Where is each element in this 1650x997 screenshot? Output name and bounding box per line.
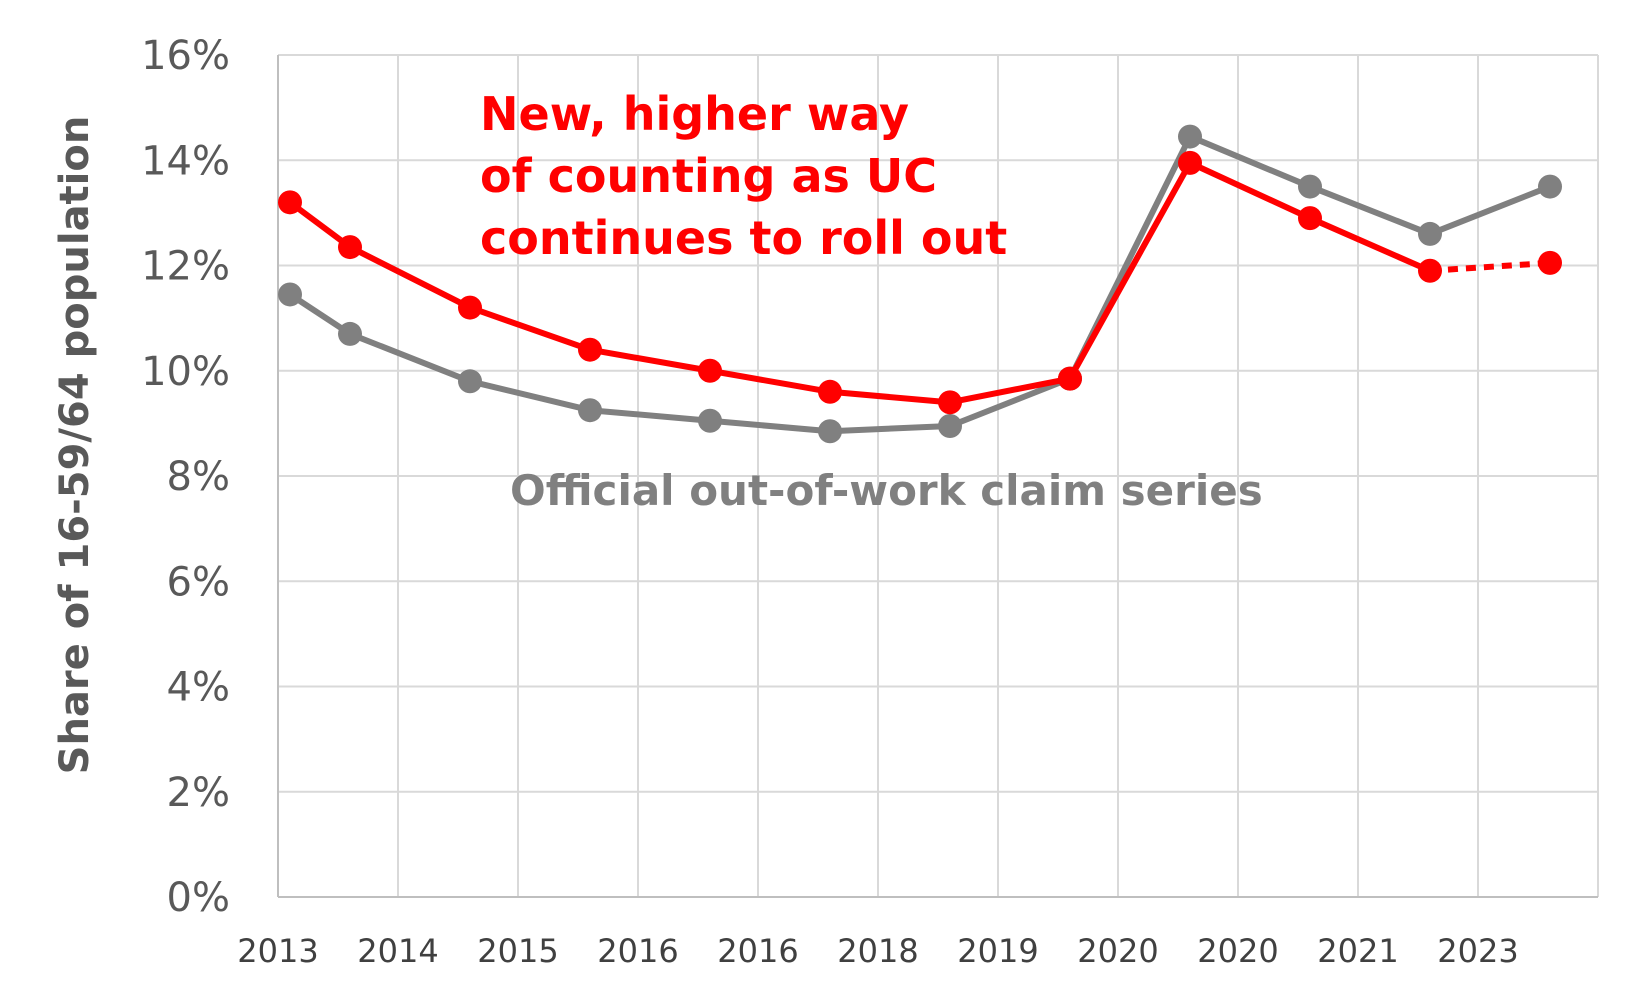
y-tick-label: 8%: [167, 454, 230, 500]
data-point: [338, 321, 362, 346]
x-tick-label: 2018: [837, 932, 918, 970]
data-point: [458, 369, 482, 394]
x-tick-label: 2023: [1437, 932, 1518, 970]
x-tick-label: 2021: [1317, 932, 1398, 970]
x-tick-label: 2014: [357, 932, 438, 970]
data-point: [698, 358, 722, 383]
data-point: [938, 414, 962, 439]
data-point: [1298, 174, 1322, 199]
axes: [277, 55, 1598, 898]
data-point: [698, 408, 722, 433]
data-point: [1538, 250, 1562, 275]
red-series-annotation-line-1: New, higher way: [480, 87, 909, 141]
data-point: [938, 390, 962, 415]
x-tick-label: 2013: [237, 932, 318, 970]
y-tick-label: 14%: [141, 138, 230, 184]
series-line: [288, 133, 1552, 435]
data-point: [1178, 150, 1202, 175]
red-series-annotation-line-2: of counting as UC: [480, 149, 937, 203]
y-tick-label: 12%: [141, 244, 230, 290]
y-tick-label: 0%: [167, 875, 230, 921]
data-point: [1058, 366, 1082, 391]
data-point: [338, 235, 362, 260]
data-point: [578, 398, 602, 423]
series-grey: [278, 124, 1562, 444]
x-tick-label: 2019: [957, 932, 1038, 970]
data-point: [578, 337, 602, 362]
series-red: [278, 150, 1562, 415]
data-point: [1418, 221, 1442, 246]
x-tick-label: 2015: [477, 932, 558, 970]
x-tick-label: 2016: [717, 932, 798, 970]
y-axis-title: Share of 16-59/64 population: [52, 116, 98, 775]
y-tick-label: 2%: [167, 770, 230, 816]
data-point: [1298, 206, 1322, 231]
data-point: [1418, 258, 1442, 283]
grey-series-annotation: Official out-of-work claim series: [510, 466, 1263, 515]
data-point: [278, 190, 302, 215]
series-lines: [278, 124, 1562, 444]
x-tick-label: 2016: [597, 932, 678, 970]
data-point: [458, 295, 482, 320]
data-point: [818, 379, 842, 404]
y-tick-label: 10%: [141, 349, 230, 395]
data-point: [818, 419, 842, 444]
series-line-dashed: [1429, 259, 1551, 274]
gridlines: [278, 54, 1599, 898]
data-point: [1178, 124, 1202, 149]
x-tick-label: 2020: [1197, 932, 1278, 970]
x-tick-label: 2020: [1077, 932, 1158, 970]
y-tick-label: 16%: [141, 33, 230, 79]
y-tick-label: 4%: [167, 665, 230, 711]
tick-labels: 0% 2% 4% 6% 8% 10% 12% 14% 16% 2013 2014 2015 2016 20…: [141, 33, 1519, 970]
y-tick-label: 6%: [167, 559, 230, 605]
red-series-annotation-line-3: continues to roll out: [480, 211, 1007, 265]
data-point: [1538, 174, 1562, 199]
data-point: [278, 282, 302, 307]
